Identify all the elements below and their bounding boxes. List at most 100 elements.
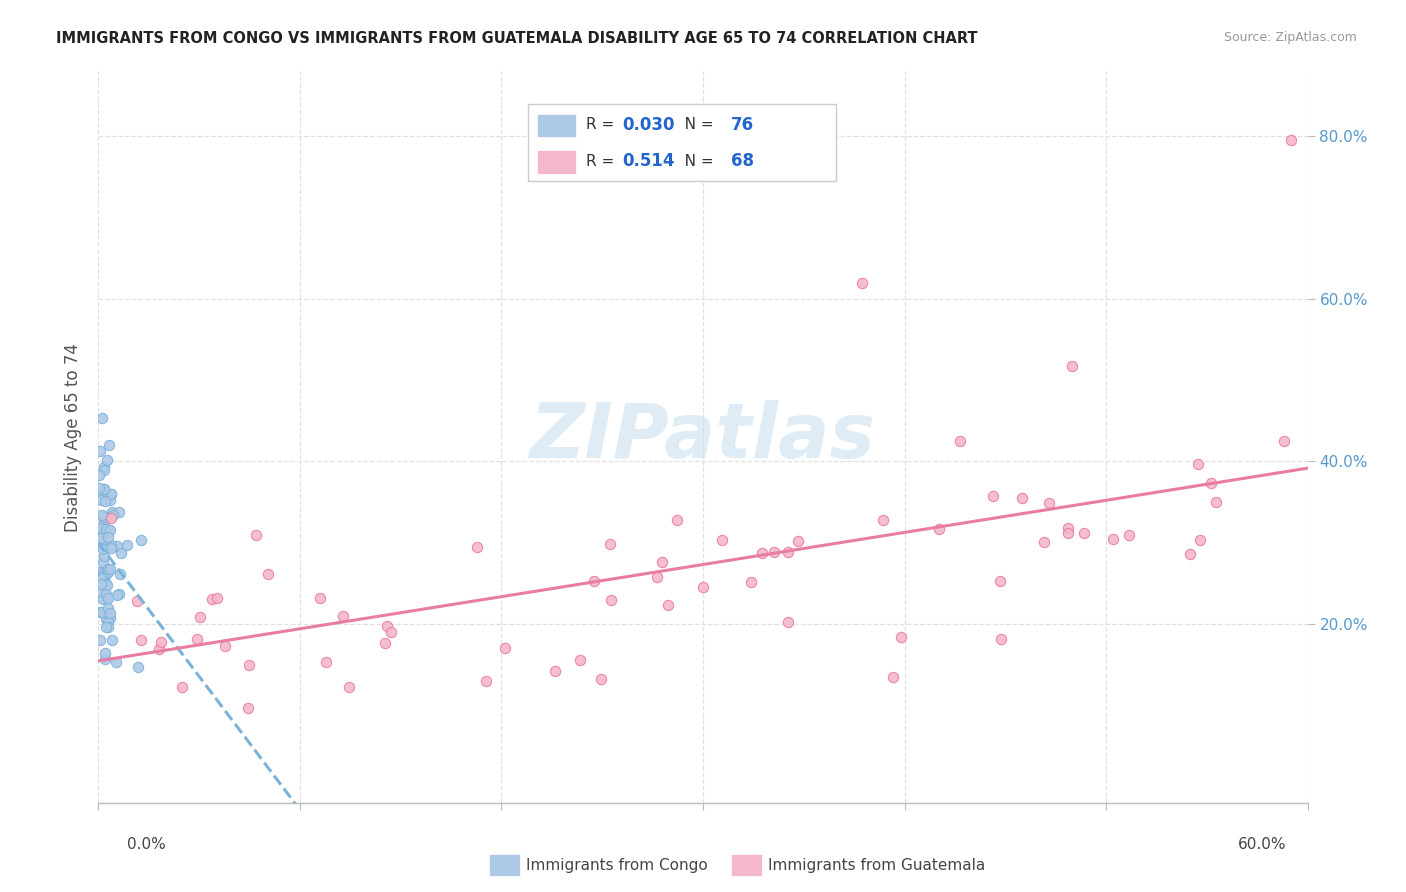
Point (129, 632, 152, 647)
Point (98, 562, 121, 576)
Point (851, 276, 873, 290)
Point (711, 533, 734, 547)
Point (1062, 359, 1084, 373)
Point (94, 646, 117, 660)
Text: R =: R = (586, 153, 619, 169)
Point (90, 605, 112, 619)
Point (315, 655, 337, 669)
Point (872, 513, 894, 527)
Point (97, 525, 120, 540)
Point (101, 508, 124, 522)
Point (148, 642, 170, 657)
Point (308, 591, 330, 606)
Point (91, 592, 114, 607)
Point (990, 632, 1012, 646)
Point (238, 658, 260, 673)
Point (657, 598, 679, 612)
Point (110, 546, 132, 560)
Point (96, 578, 118, 592)
Point (1187, 457, 1209, 471)
Text: N =: N = (671, 117, 718, 132)
Point (890, 630, 912, 644)
Text: Immigrants from Congo: Immigrants from Congo (526, 858, 707, 872)
Point (928, 522, 950, 536)
Point (90, 493, 112, 508)
Point (93, 482, 115, 496)
Point (1281, 133, 1303, 147)
Point (100, 486, 122, 500)
Point (89, 467, 111, 482)
Point (100, 541, 122, 555)
Text: ZIPatlas: ZIPatlas (530, 401, 876, 474)
Point (475, 674, 498, 689)
Point (94, 522, 117, 536)
Point (107, 587, 129, 601)
Point (186, 632, 208, 646)
Point (93, 510, 115, 524)
Point (96, 452, 118, 467)
Point (1011, 491, 1033, 505)
Y-axis label: Disability Age 65 to 74: Disability Age 65 to 74 (63, 343, 82, 532)
Point (96, 577, 118, 591)
Point (100, 538, 122, 552)
Point (91, 566, 114, 580)
Point (1057, 526, 1080, 541)
Point (1188, 533, 1211, 547)
Point (1118, 528, 1140, 542)
Point (1033, 535, 1056, 549)
Point (494, 640, 516, 655)
Point (91, 541, 114, 556)
Text: Immigrants from Guatemala: Immigrants from Guatemala (768, 858, 986, 872)
Point (90, 521, 112, 535)
Text: 76: 76 (731, 116, 754, 134)
Point (150, 635, 173, 649)
Point (337, 681, 360, 695)
Point (89, 528, 111, 542)
Point (583, 574, 606, 589)
Point (94, 620, 117, 634)
FancyBboxPatch shape (527, 104, 837, 181)
Point (981, 489, 1004, 503)
Point (91, 485, 114, 500)
Point (100, 611, 122, 625)
Point (645, 570, 668, 584)
Point (89, 632, 111, 647)
Point (89, 565, 111, 579)
Point (97, 591, 120, 606)
Point (110, 566, 132, 581)
Point (591, 672, 613, 686)
Point (89, 481, 111, 495)
Point (200, 591, 222, 606)
Text: 0.030: 0.030 (621, 116, 675, 134)
Point (97, 562, 120, 576)
Point (465, 540, 488, 554)
Point (214, 639, 236, 653)
Point (89, 605, 111, 619)
Point (117, 538, 139, 552)
Point (1199, 475, 1222, 490)
Point (98, 493, 121, 508)
Point (599, 537, 621, 551)
Point (1274, 434, 1296, 448)
Point (1178, 547, 1201, 561)
Point (105, 588, 128, 602)
Point (96, 530, 118, 544)
Point (93, 463, 115, 477)
Point (100, 487, 122, 501)
Point (374, 636, 396, 650)
Point (763, 545, 786, 559)
Point (98, 523, 121, 537)
Point (188, 610, 211, 624)
Point (1073, 526, 1095, 541)
Point (568, 653, 591, 667)
Point (651, 555, 673, 569)
Point (91, 410, 114, 425)
Point (96, 591, 118, 606)
Point (666, 513, 689, 527)
Point (97, 600, 120, 615)
Point (129, 533, 152, 548)
Point (90, 523, 112, 537)
Point (94, 652, 117, 666)
Point (91, 508, 114, 523)
Text: Source: ZipAtlas.com: Source: ZipAtlas.com (1223, 31, 1357, 45)
